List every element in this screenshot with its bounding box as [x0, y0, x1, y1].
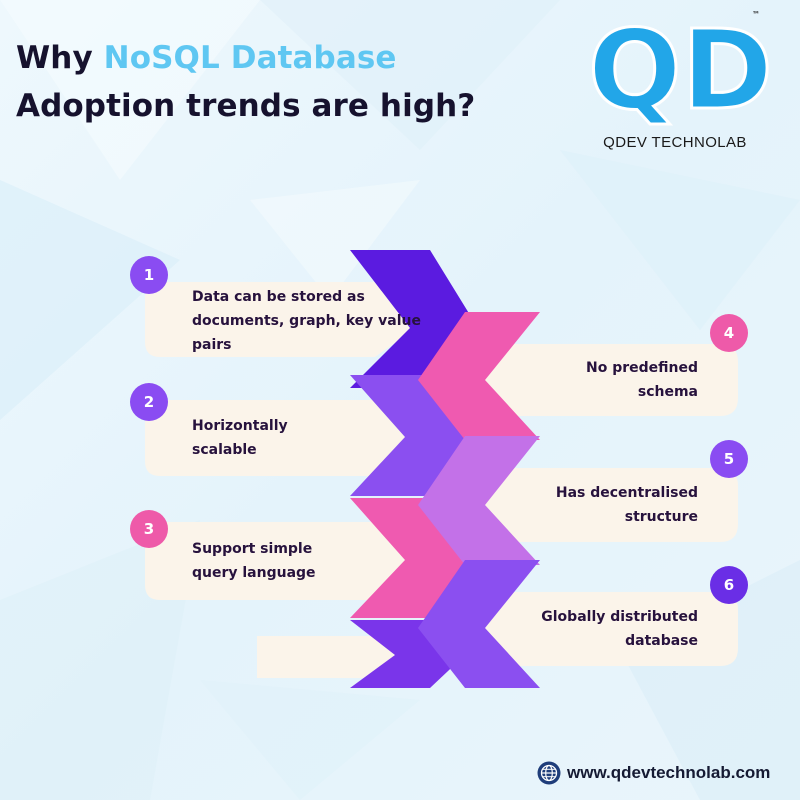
page-title: Why NoSQL Database Adoption trends are h…: [16, 34, 475, 130]
card-bg-3: [145, 522, 435, 600]
card-bg-5: [440, 468, 738, 542]
title-prefix: Why: [16, 40, 104, 76]
number-badge-6: 6: [710, 566, 748, 604]
point-card-6: Globally distributed database: [480, 592, 698, 666]
number-badge-5: 5: [710, 440, 748, 478]
number-badge-1: 1: [130, 256, 168, 294]
brand-logo: QD ™ QDEV TECHNOLAB: [580, 10, 790, 160]
connector-5: [418, 436, 540, 565]
point-card-1: Data can be stored as documents, graph, …: [192, 282, 432, 360]
point-text-2: Horizontally scalable: [192, 418, 288, 458]
website-link[interactable]: www.qdevtechnolab.com: [537, 760, 770, 786]
website-url[interactable]: www.qdevtechnolab.com: [567, 763, 771, 782]
point-text-6: Globally distributed database: [541, 609, 698, 649]
card-bg-2: [145, 400, 435, 476]
number-badge-3: 3: [130, 510, 168, 548]
point-card-5: Has decentralised structure: [480, 468, 698, 542]
card-bg-4: [440, 344, 738, 416]
point-card-4: No predefined schema: [480, 344, 698, 416]
title-accent: NoSQL Database: [103, 40, 397, 76]
number-badge-2: 2: [130, 383, 168, 421]
trademark-symbol: ™: [752, 10, 760, 19]
connector-6: [418, 560, 540, 688]
company-name: QDEV TECHNOLAB: [603, 134, 747, 151]
point-text-5: Has decentralised structure: [555, 485, 698, 525]
card-bg-1: [145, 282, 435, 357]
globe-icon: [537, 761, 561, 785]
logo-letters: QD: [588, 10, 773, 130]
point-card-2: Horizontally scalable: [192, 400, 392, 476]
point-text-1: Data can be stored as documents, graph, …: [192, 289, 421, 353]
point-text-4: No predefined schema: [585, 360, 698, 400]
point-text-3: Support simple query language: [192, 541, 316, 581]
title-line-2: Adoption trends are high?: [16, 88, 476, 124]
point-card-3: Support simple query language: [192, 522, 392, 600]
card-bg-6: [440, 592, 738, 666]
connector-4: [418, 312, 540, 440]
qd-logo-mark: QD: [587, 10, 775, 130]
number-badge-4: 4: [710, 314, 748, 352]
